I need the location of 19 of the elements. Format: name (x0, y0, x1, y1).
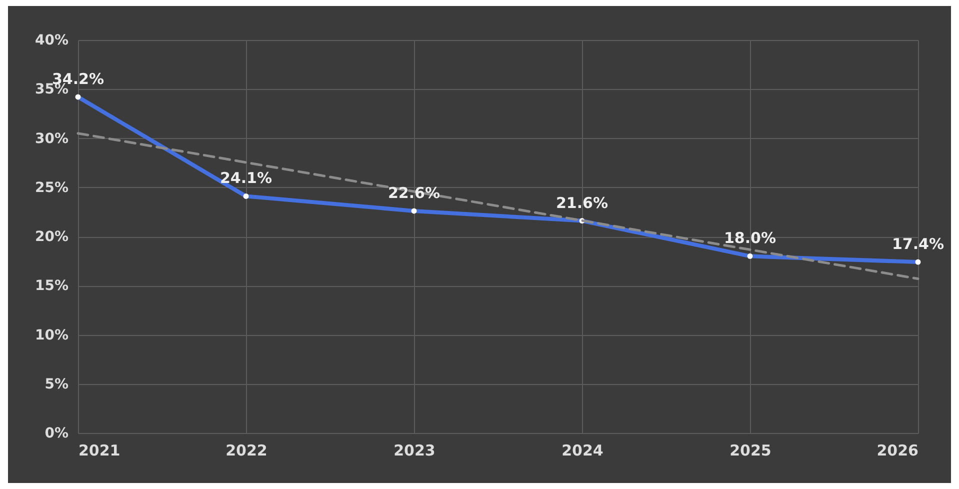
x-tick-label: 2022 (226, 442, 268, 460)
data-label: 18.0% (724, 229, 776, 248)
x-tick-label: 2021 (78, 442, 120, 460)
y-tick-label: 40% (34, 32, 68, 48)
y-tick-label: 30% (34, 130, 68, 147)
data-label: 22.6% (388, 184, 440, 202)
y-tick-label: 0% (44, 426, 68, 442)
data-label: 17.4% (892, 235, 944, 254)
data-label: 21.6% (556, 194, 608, 212)
y-tick-label: 25% (34, 180, 68, 196)
data-label: 24.1% (220, 169, 272, 188)
x-tick-label: 2026 (876, 442, 918, 460)
x-tick-label: 2024 (562, 442, 604, 460)
x-tick-label: 2025 (730, 442, 772, 460)
y-tick-label: 10% (34, 327, 68, 344)
y-tick-label: 5% (44, 376, 68, 392)
y-tick-label: 20% (34, 229, 68, 245)
x-tick-label: 2023 (394, 442, 436, 460)
y-tick-label: 15% (34, 278, 68, 294)
